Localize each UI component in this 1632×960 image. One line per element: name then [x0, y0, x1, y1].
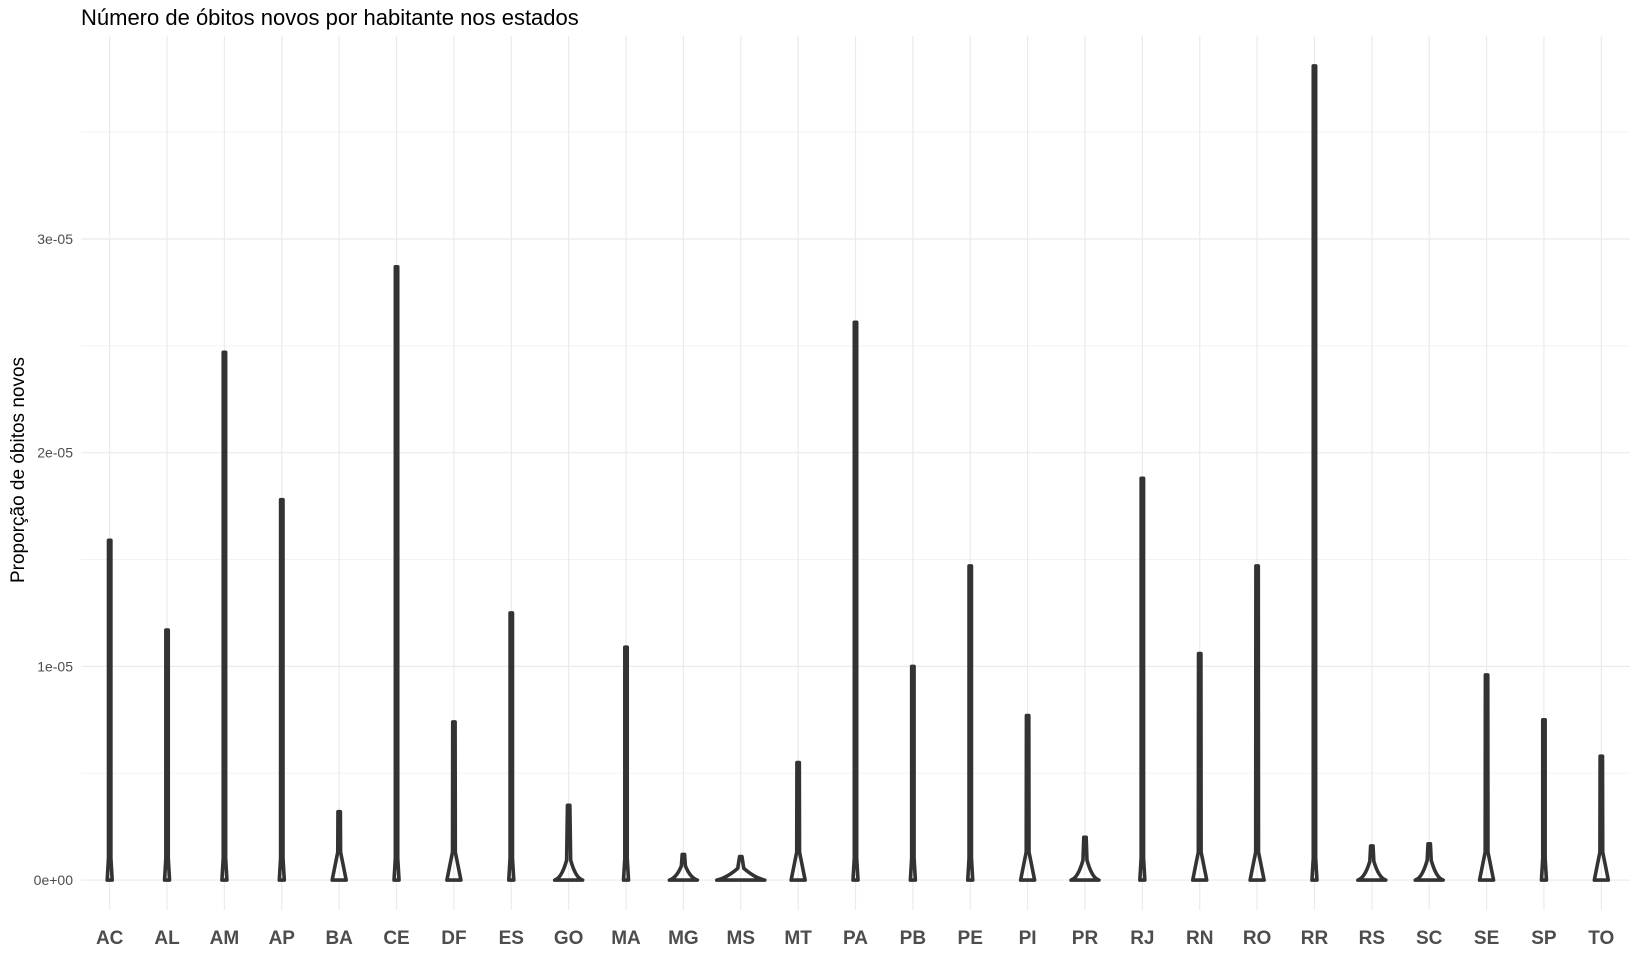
- chart-title: Número de óbitos novos por habitante nos…: [81, 5, 579, 30]
- x-tick-labels: AC AL AM AP BA CE DF ES GO MA MG MS MT PA PB PE PI PR RJ RN…: [96, 928, 1614, 949]
- x-tick-label-ap: AP: [269, 928, 296, 949]
- y-tick-label: 3e-05: [37, 231, 73, 247]
- x-tick-label-se: SE: [1474, 928, 1499, 949]
- violin-ms: [714, 854, 767, 882]
- violin-ac: [105, 538, 114, 882]
- y-tick-label: 0e+00: [34, 872, 74, 888]
- x-tick-label-rn: RN: [1186, 928, 1213, 949]
- x-tick-label-ba: BA: [325, 928, 353, 949]
- x-tick-label-ce: CE: [383, 928, 409, 949]
- violin-am: [220, 350, 229, 882]
- x-tick-label-pa: PA: [843, 928, 868, 949]
- violin-es: [506, 611, 516, 882]
- violin-pe: [965, 564, 975, 882]
- violin-rr: [1310, 64, 1319, 882]
- x-tick-label-sp: SP: [1531, 928, 1557, 949]
- violin-se: [1477, 673, 1496, 882]
- violin-sp: [1539, 718, 1549, 882]
- x-tick-label-am: AM: [210, 928, 240, 949]
- violin-rj: [1138, 476, 1147, 882]
- x-tick-label-mt: MT: [784, 928, 812, 949]
- violin-ce: [392, 264, 401, 882]
- violin-ro: [1248, 564, 1266, 882]
- x-tick-label-mg: MG: [668, 928, 699, 949]
- x-tick-label-ro: RO: [1243, 928, 1272, 949]
- y-axis-label: Proporção de óbitos novos: [8, 357, 29, 583]
- y-tick-label: 1e-05: [37, 658, 73, 674]
- violin-rn: [1190, 651, 1209, 882]
- violin-to: [1592, 754, 1611, 882]
- violin-ba: [330, 809, 348, 882]
- y-tick-labels: 0e+00 1e-05 2e-05 3e-05: [34, 231, 74, 888]
- x-tick-label-ma: MA: [611, 928, 641, 949]
- x-tick-label-rs: RS: [1359, 928, 1385, 949]
- violin-mg: [667, 852, 700, 882]
- violin-go: [552, 803, 585, 882]
- violin-mt: [789, 760, 807, 882]
- x-tick-label-es: ES: [499, 928, 524, 949]
- violin-pa: [851, 320, 860, 882]
- violin-ap: [277, 497, 287, 882]
- violins: [105, 64, 1611, 882]
- x-tick-label-pb: PB: [900, 928, 926, 949]
- violin-ma: [621, 645, 631, 882]
- violin-pi: [1018, 713, 1037, 882]
- x-tick-label-ac: AC: [96, 928, 124, 949]
- x-tick-label-rj: RJ: [1130, 928, 1154, 949]
- x-tick-label-rr: RR: [1301, 928, 1329, 949]
- y-tick-label: 2e-05: [37, 445, 73, 461]
- violin-df: [445, 720, 463, 882]
- x-tick-label-pe: PE: [958, 928, 983, 949]
- x-tick-label-ms: MS: [727, 928, 756, 949]
- x-tick-label-pr: PR: [1072, 928, 1099, 949]
- x-tick-label-pi: PI: [1019, 928, 1037, 949]
- x-tick-label-sc: SC: [1416, 928, 1443, 949]
- x-tick-label-go: GO: [554, 928, 584, 949]
- x-tick-label-df: DF: [441, 928, 466, 949]
- violin-pr: [1069, 835, 1101, 882]
- violin-sc: [1413, 841, 1445, 882]
- violin-rs: [1356, 844, 1388, 882]
- x-tick-label-al: AL: [154, 928, 180, 949]
- x-tick-label-to: TO: [1588, 928, 1614, 949]
- violin-pb: [908, 664, 918, 882]
- violin-al: [162, 628, 172, 882]
